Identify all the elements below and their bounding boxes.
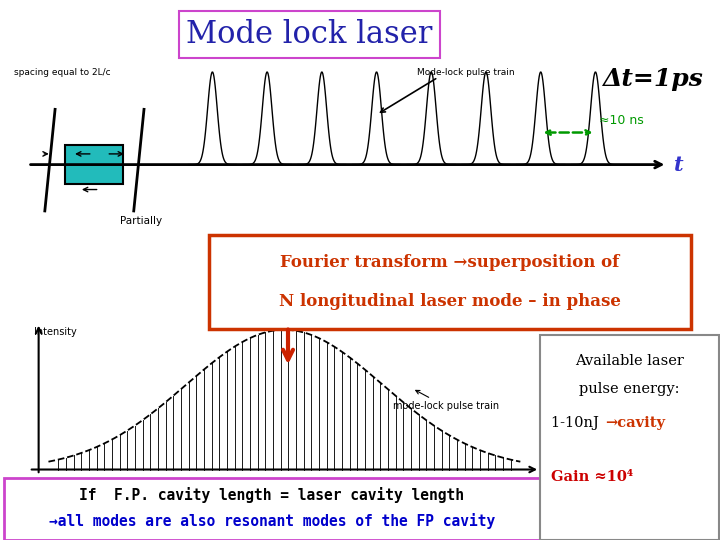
Text: Mode lock laser: Mode lock laser [186, 19, 433, 50]
Text: Intensity: Intensity [34, 327, 76, 337]
Text: Fourier transform →superposition of: Fourier transform →superposition of [280, 254, 620, 271]
Text: →cavity: →cavity [605, 416, 665, 430]
Text: Gain ≈10⁴: Gain ≈10⁴ [551, 470, 633, 484]
FancyBboxPatch shape [66, 145, 124, 184]
Text: Δt=1ps: Δt=1ps [602, 66, 703, 91]
Text: Partially: Partially [120, 216, 162, 226]
Text: Mode-lock pulse train: Mode-lock pulse train [417, 69, 514, 77]
Text: Available laser: Available laser [575, 354, 684, 368]
Text: mode-lock pulse train: mode-lock pulse train [392, 390, 499, 411]
Text: ≈10 ns: ≈10 ns [599, 114, 644, 127]
Text: ν: ν [547, 462, 561, 480]
Text: t: t [674, 154, 684, 174]
Text: If  F.P. cavity length = laser cavity length: If F.P. cavity length = laser cavity len… [79, 487, 464, 503]
Text: spacing equal to 2L/c: spacing equal to 2L/c [14, 69, 111, 77]
Text: N longitudinal laser mode – in phase: N longitudinal laser mode – in phase [279, 293, 621, 310]
Text: →all modes are also resonant modes of the FP cavity: →all modes are also resonant modes of th… [49, 514, 495, 529]
Text: Q-switch profile $\Delta\nu$~10$^{12}$ Hz=1/(1ps): Q-switch profile $\Delta\nu$~10$^{12}$ H… [284, 311, 477, 327]
Text: pulse energy:: pulse energy: [579, 382, 680, 396]
Text: 1-10nJ: 1-10nJ [551, 416, 603, 430]
